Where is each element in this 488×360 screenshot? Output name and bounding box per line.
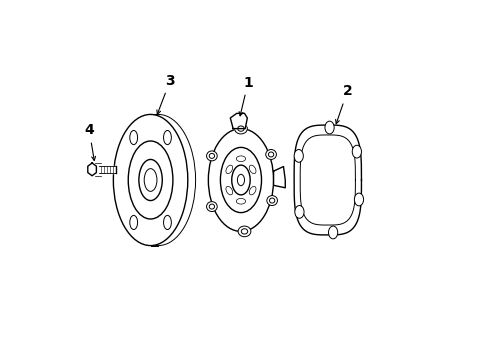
Polygon shape <box>230 113 247 129</box>
Ellipse shape <box>293 149 303 162</box>
Ellipse shape <box>144 168 157 192</box>
Polygon shape <box>99 166 116 172</box>
Ellipse shape <box>128 141 173 219</box>
Ellipse shape <box>220 147 261 213</box>
Ellipse shape <box>328 226 337 239</box>
Ellipse shape <box>209 204 214 209</box>
Ellipse shape <box>237 126 244 131</box>
Ellipse shape <box>268 152 273 157</box>
Ellipse shape <box>241 229 247 234</box>
Ellipse shape <box>129 130 137 145</box>
Ellipse shape <box>139 159 162 201</box>
Ellipse shape <box>113 114 187 246</box>
Text: 2: 2 <box>335 85 351 124</box>
Ellipse shape <box>249 186 255 195</box>
Polygon shape <box>273 167 285 188</box>
Text: 3: 3 <box>157 74 175 114</box>
Ellipse shape <box>231 165 250 195</box>
Polygon shape <box>293 125 361 235</box>
Ellipse shape <box>163 215 171 230</box>
Ellipse shape <box>121 114 195 246</box>
Ellipse shape <box>206 151 217 161</box>
Ellipse shape <box>266 195 277 206</box>
Text: 4: 4 <box>84 123 95 161</box>
Ellipse shape <box>249 165 255 174</box>
Ellipse shape <box>209 153 214 158</box>
Ellipse shape <box>269 198 274 203</box>
Ellipse shape <box>163 130 171 145</box>
Ellipse shape <box>234 123 247 134</box>
Ellipse shape <box>294 206 304 218</box>
Ellipse shape <box>237 174 244 186</box>
Ellipse shape <box>225 165 232 174</box>
Ellipse shape <box>265 149 276 159</box>
Ellipse shape <box>325 121 333 134</box>
Ellipse shape <box>236 156 245 162</box>
Polygon shape <box>88 163 96 176</box>
Ellipse shape <box>236 198 245 204</box>
Ellipse shape <box>129 215 137 230</box>
Ellipse shape <box>238 226 250 237</box>
Text: 1: 1 <box>239 76 252 116</box>
Ellipse shape <box>225 186 232 195</box>
Ellipse shape <box>351 145 361 158</box>
Ellipse shape <box>354 193 363 206</box>
Ellipse shape <box>208 129 273 231</box>
Ellipse shape <box>206 202 217 212</box>
